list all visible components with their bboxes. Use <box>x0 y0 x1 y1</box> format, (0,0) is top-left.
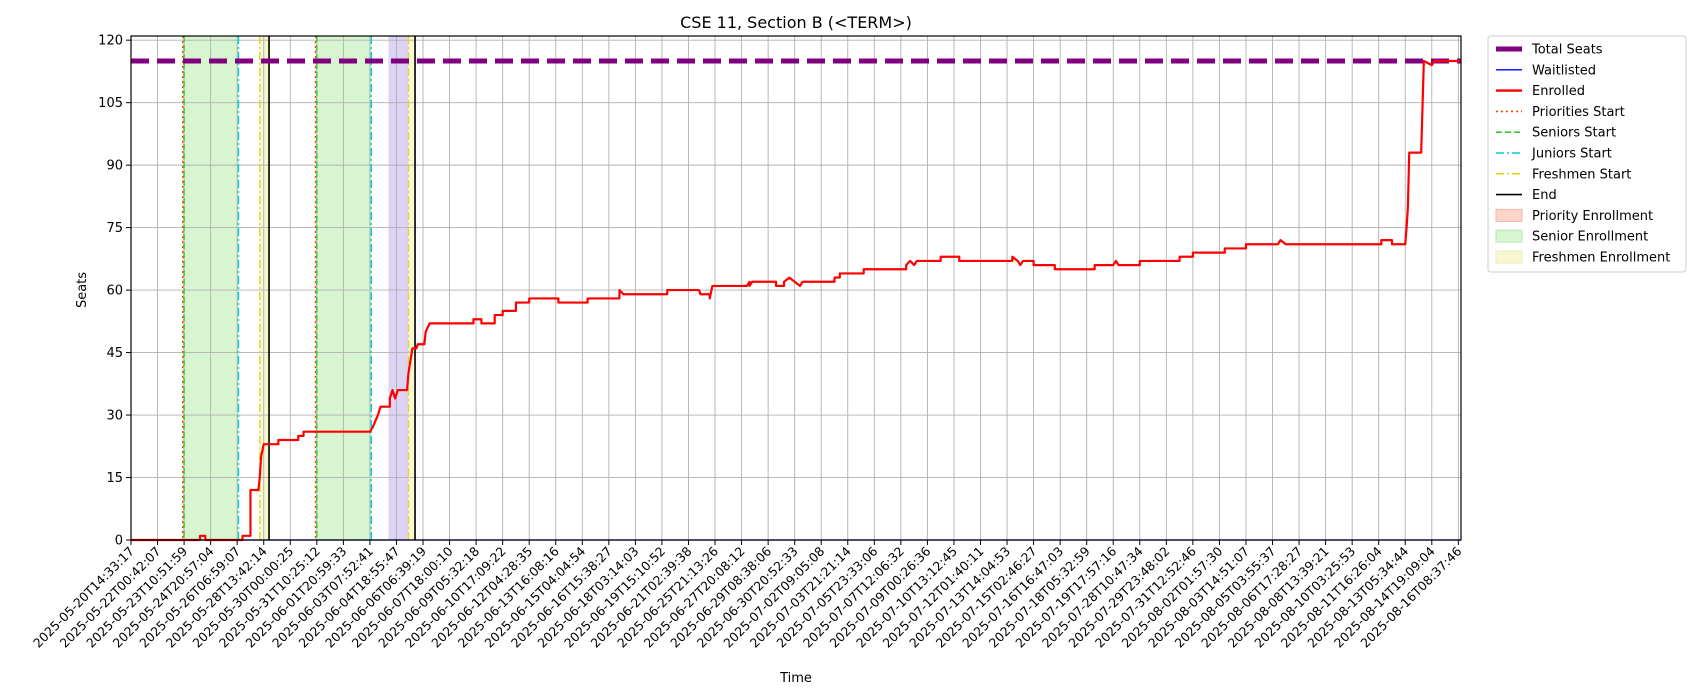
legend-label: Waitlisted <box>1532 63 1596 78</box>
y-tick-label: 60 <box>106 284 123 299</box>
legend-swatch <box>1495 250 1523 264</box>
x-axis-label: Time <box>779 671 812 686</box>
legend-swatch <box>1495 208 1523 222</box>
y-axis-label: Seats <box>75 272 90 308</box>
legend-label: Enrolled <box>1532 84 1585 99</box>
enrollment-spans-layer <box>182 36 416 540</box>
legend-label: Senior Enrollment <box>1532 230 1648 245</box>
y-tick-label: 0 <box>115 534 123 549</box>
freshmen-enrollment-span <box>259 36 270 540</box>
legend-label: Total Seats <box>1531 43 1603 58</box>
legend-label: End <box>1532 188 1557 203</box>
y-tick-label: 30 <box>106 409 123 424</box>
phase-lines-layer <box>182 36 416 540</box>
y-tick-label: 15 <box>106 471 123 486</box>
enrolled-line <box>131 59 1461 542</box>
legend-box <box>1487 35 1687 273</box>
freshmen-enrollment-span <box>408 36 416 540</box>
legend-swatch <box>1495 229 1523 243</box>
legend-label: Priority Enrollment <box>1532 209 1653 224</box>
senior-enrollment-span <box>184 36 239 540</box>
legend: Total Seats Waitlisted Enrolled Priorities … <box>1487 35 1687 273</box>
legend-label: Seniors Start <box>1532 126 1616 141</box>
y-tick-label: 90 <box>106 159 123 174</box>
legend-label: Juniors Start <box>1531 147 1612 162</box>
junior-enrollment-span <box>388 36 409 540</box>
legend-label: Freshmen Start <box>1532 167 1631 182</box>
y-tick-label: 120 <box>98 34 123 49</box>
plot-frame <box>130 35 1462 541</box>
y-tick-label: 105 <box>98 96 123 111</box>
axes-layer: 01530456075901051202025-05-20T14:33:1720… <box>30 34 1464 651</box>
legend-label: Priorities Start <box>1532 105 1625 120</box>
legend-label: Freshmen Enrollment <box>1532 251 1670 266</box>
y-tick-label: 75 <box>106 221 123 236</box>
chart-title: CSE 11, Section B (<TERM>) <box>680 13 912 32</box>
y-tick-label: 45 <box>106 346 123 361</box>
senior-enrollment-span <box>316 36 372 540</box>
